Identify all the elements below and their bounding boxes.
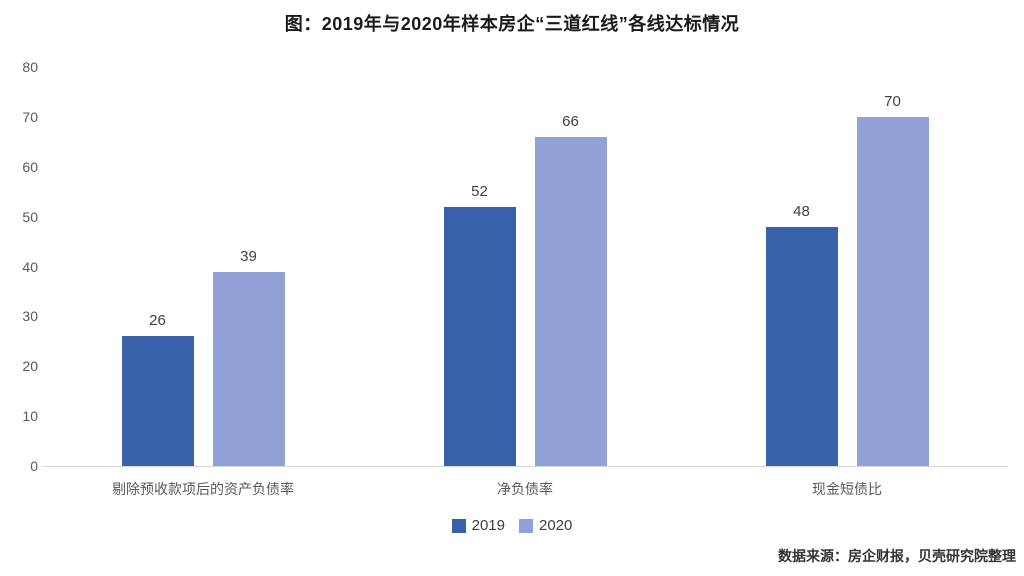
chart-title: 图：2019年与2020年样本房企“三道红线”各线达标情况	[284, 14, 740, 34]
bar-item-2019: 48	[765, 67, 838, 466]
bar-value-label: 26	[149, 312, 166, 330]
bar-value-label: 70	[884, 92, 901, 110]
bar-2019	[765, 226, 838, 466]
category-label: 现金短债比	[812, 481, 882, 497]
bar-value-label: 39	[240, 247, 257, 265]
y-tick-label: 80	[22, 59, 38, 75]
legend-item-2020: 2020	[519, 517, 572, 534]
y-tick-label: 10	[22, 408, 38, 425]
bar-item-2020: 39	[212, 67, 285, 466]
bar-item-2020: 66	[534, 67, 607, 466]
bar-group: 52 66 净负债率	[364, 67, 686, 497]
legend-item-2019: 2019	[451, 517, 505, 534]
plot-area: 26 39 剔除预收款项后的资产负债率 52 66 净负债率 48 70 现金短债比	[42, 67, 1008, 497]
y-tick-label: 0	[30, 458, 38, 474]
bar-2019	[443, 206, 516, 466]
legend-label: 2020	[539, 517, 573, 534]
y-tick-label: 20	[22, 358, 38, 375]
legend: 2019 2020	[0, 517, 1024, 534]
category-label: 剔除预收款项后的资产负债率	[112, 481, 294, 497]
y-tick-label: 40	[22, 258, 38, 275]
y-tick-label: 70	[22, 108, 38, 125]
legend-swatch-icon	[519, 518, 533, 533]
legend-label: 2019	[471, 517, 505, 534]
bar-item-2019: 26	[121, 67, 194, 466]
bar-group: 26 39 剔除预收款项后的资产负债率	[42, 67, 364, 497]
bar-2019	[121, 336, 194, 466]
legend-swatch-icon	[451, 518, 466, 533]
bar-2020	[534, 136, 607, 466]
y-tick-label: 30	[22, 308, 38, 325]
source-note: 数据来源：房企财报，贝壳研究院整理	[778, 548, 1016, 564]
bar-group: 48 70 现金短债比	[686, 67, 1008, 497]
bar-value-label: 52	[471, 182, 488, 200]
y-axis: 0 10 20 30 40 50 60 70 80	[0, 59, 38, 474]
bar-2020	[212, 271, 285, 466]
bar-value-label: 48	[793, 202, 810, 220]
bar-2020	[856, 116, 929, 466]
bar-item-2019: 52	[443, 67, 516, 466]
y-tick-label: 50	[22, 208, 38, 225]
y-tick-label: 60	[22, 158, 38, 175]
bar-item-2020: 70	[856, 67, 929, 466]
category-label: 净负债率	[497, 481, 553, 497]
bar-value-label: 66	[562, 112, 579, 130]
